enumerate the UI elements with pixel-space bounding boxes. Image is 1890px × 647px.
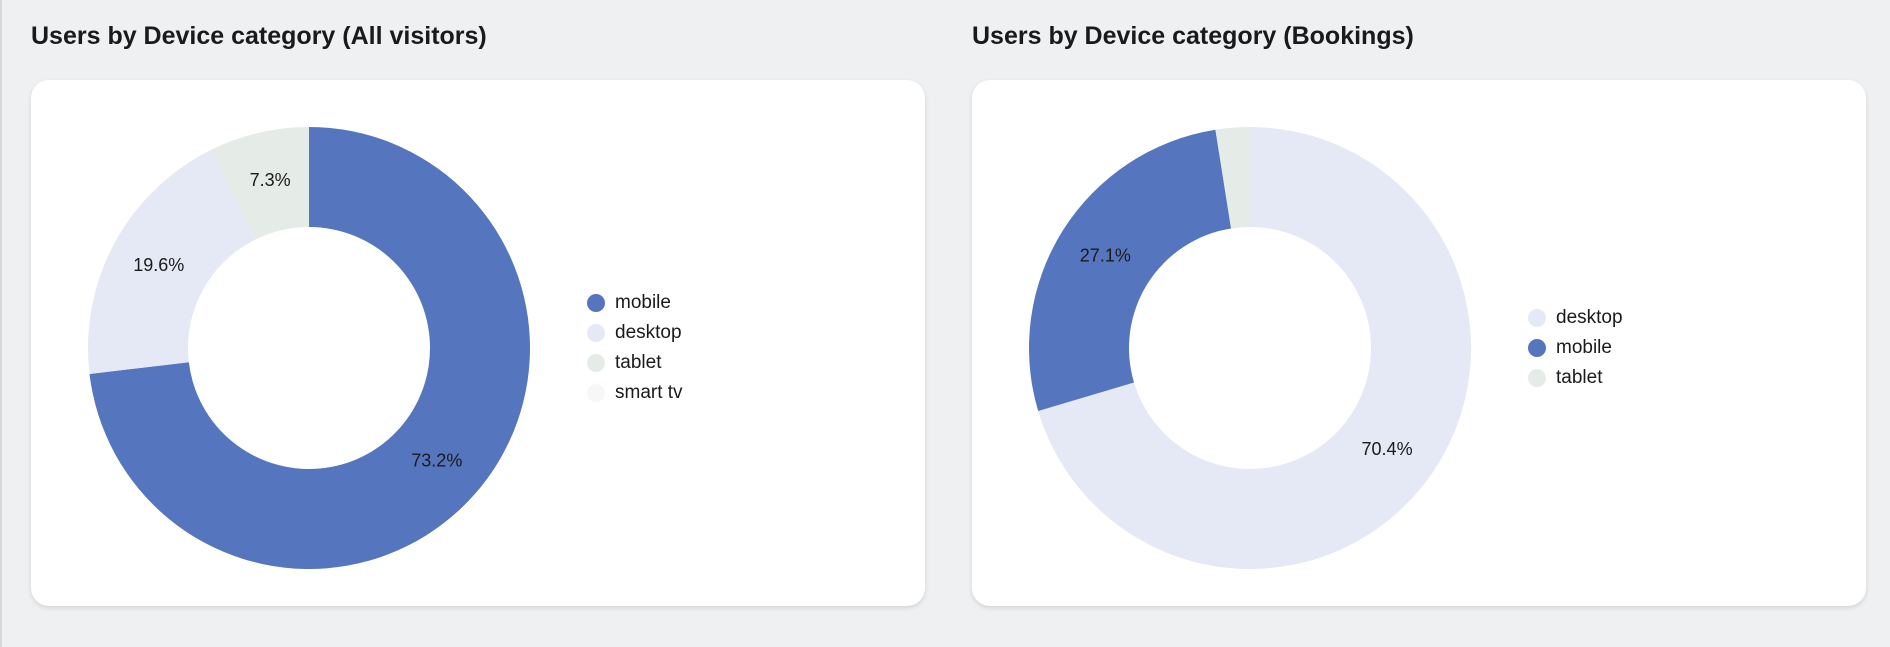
legend-item-mobile[interactable]: mobile — [1528, 333, 1623, 363]
legend-label: tablet — [615, 352, 662, 373]
slice-label-desktop: 70.4% — [1362, 439, 1413, 459]
legend-label: smart tv — [615, 382, 683, 403]
chart-legend: desktop mobile tablet — [1528, 303, 1623, 393]
legend-label: mobile — [1556, 337, 1612, 358]
legend-item-desktop[interactable]: desktop — [587, 318, 683, 348]
chart-title: Users by Device category (Bookings) — [972, 22, 1414, 50]
legend-swatch — [1528, 369, 1546, 387]
slice-label-desktop: 19.6% — [133, 255, 184, 275]
window-left-border — [0, 0, 2, 647]
legend-label: mobile — [615, 292, 671, 313]
legend-label: desktop — [1556, 307, 1623, 328]
legend-swatch — [1528, 309, 1546, 327]
slice-mobile[interactable] — [1029, 129, 1232, 411]
legend-swatch — [587, 294, 605, 312]
legend-label: desktop — [615, 322, 682, 343]
legend-item-smart-tv[interactable]: smart tv — [587, 378, 683, 408]
legend-item-tablet[interactable]: tablet — [1528, 363, 1623, 393]
slice-tablet[interactable] — [1215, 127, 1250, 229]
legend-label: tablet — [1556, 367, 1603, 388]
legend-item-mobile[interactable]: mobile — [587, 288, 683, 318]
slice-label-tablet: 7.3% — [250, 170, 291, 190]
chart-title: Users by Device category (All visitors) — [31, 22, 487, 50]
legend-swatch — [587, 324, 605, 342]
slice-mobile[interactable] — [89, 127, 531, 569]
panel-all-visitors: Users by Device category (All visitors) … — [31, 0, 925, 647]
donut-chart: 70.4% 27.1% — [1029, 127, 1471, 569]
legend-item-desktop[interactable]: desktop — [1528, 303, 1623, 333]
donut-chart: 73.2% 19.6% 7.3% — [88, 127, 531, 569]
chart-card: 73.2% 19.6% 7.3% mobile desktop tablet sma… — [31, 80, 925, 606]
slice-tablet[interactable] — [211, 127, 309, 240]
slice-label-mobile: 73.2% — [411, 450, 462, 470]
slice-desktop[interactable] — [1038, 127, 1471, 569]
legend-swatch — [587, 384, 605, 402]
slice-desktop[interactable] — [88, 149, 256, 374]
legend-swatch — [1528, 339, 1546, 357]
legend-swatch — [587, 354, 605, 372]
chart-legend: mobile desktop tablet smart tv — [587, 288, 683, 408]
slice-label-mobile: 27.1% — [1080, 246, 1131, 266]
panel-bookings: Users by Device category (Bookings) 70.4… — [972, 0, 1866, 647]
legend-item-tablet[interactable]: tablet — [587, 348, 683, 378]
chart-card: 70.4% 27.1% desktop mobile tablet — [972, 80, 1866, 606]
